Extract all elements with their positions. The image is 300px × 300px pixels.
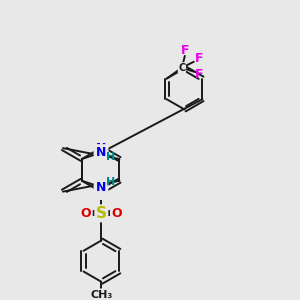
Text: H: H (106, 152, 115, 162)
Text: S: S (96, 206, 107, 221)
Text: F: F (181, 44, 189, 57)
Text: N: N (96, 146, 106, 159)
Text: N: N (96, 181, 106, 194)
Text: N: N (95, 185, 106, 198)
Text: C: C (178, 63, 185, 73)
Text: F: F (194, 52, 203, 65)
Text: CH₃: CH₃ (90, 290, 112, 300)
Text: N: N (95, 142, 106, 155)
Text: H: H (106, 177, 115, 187)
Text: F: F (194, 68, 203, 81)
Text: O: O (112, 207, 122, 220)
Text: O: O (80, 207, 91, 220)
